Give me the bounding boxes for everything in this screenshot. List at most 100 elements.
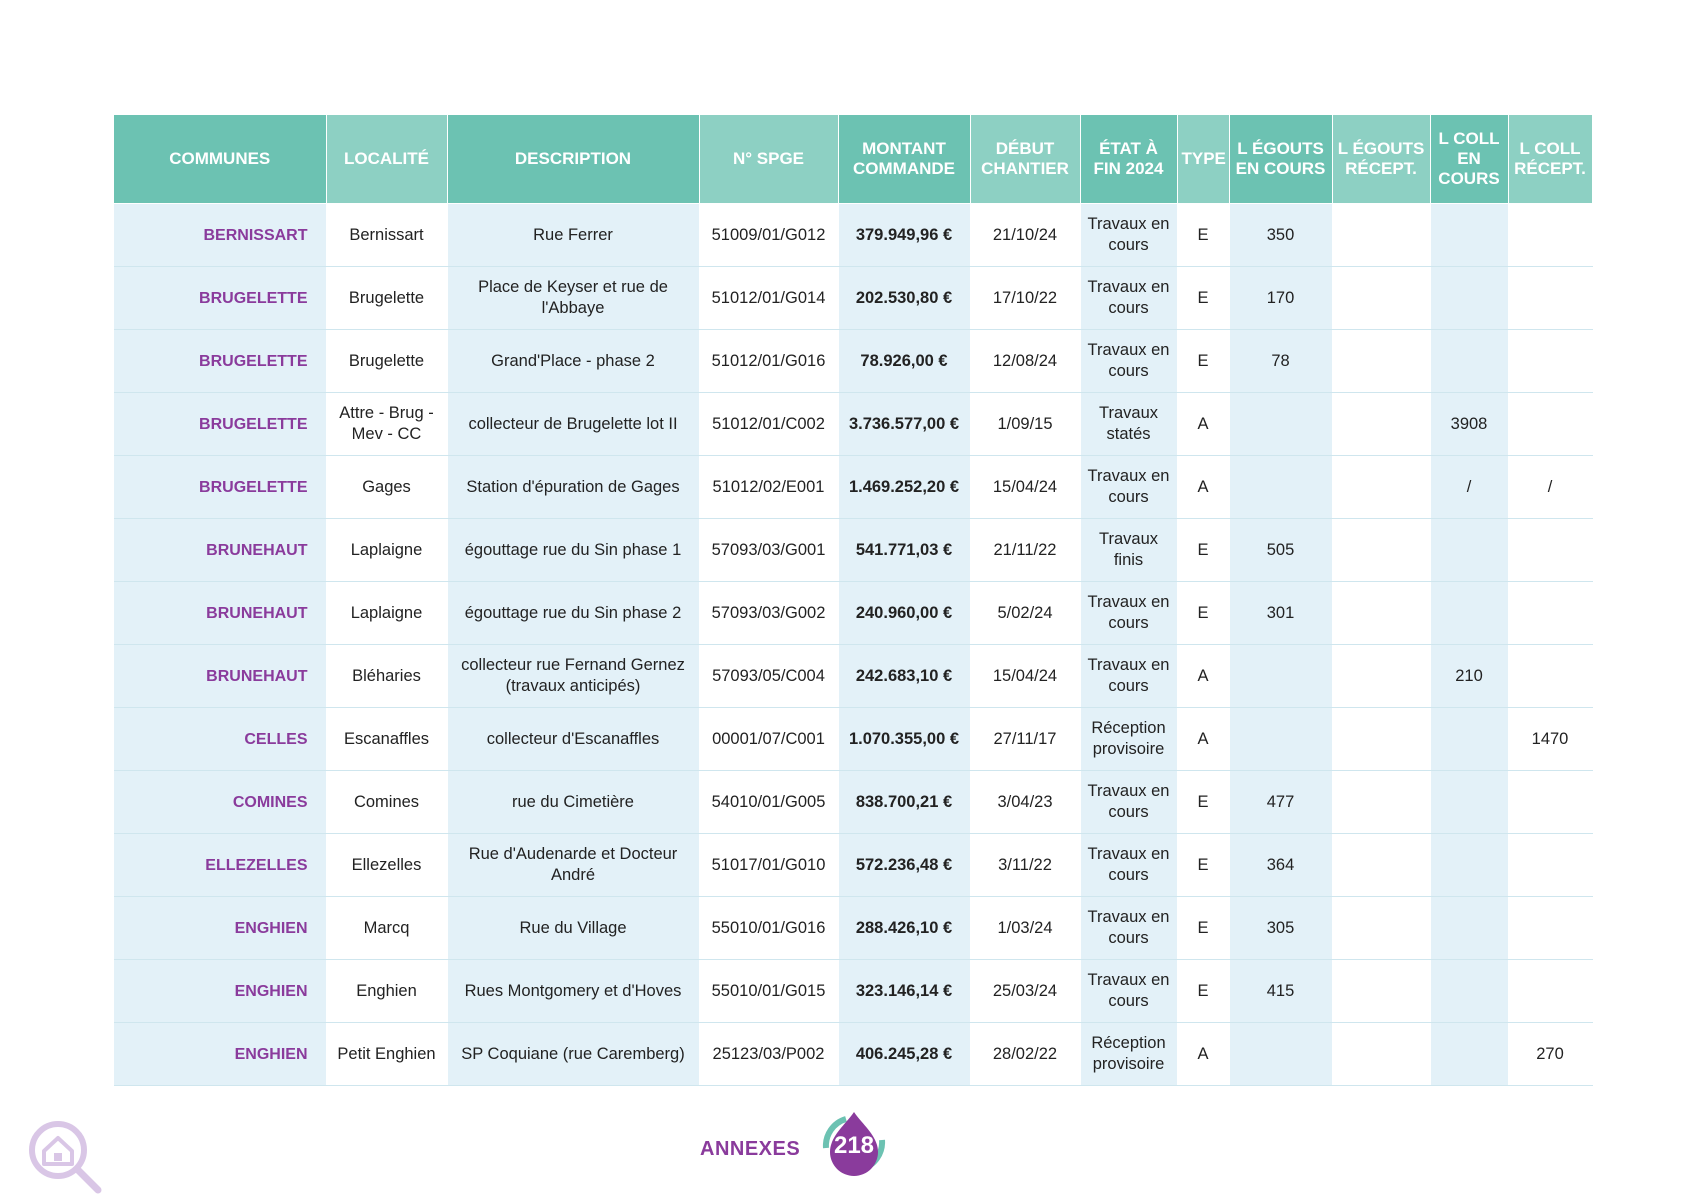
amount-cell: 1.070.355,00 € [838, 707, 971, 771]
egouts-en-cours-cell: 364 [1229, 833, 1333, 897]
egouts-recept-cell [1332, 266, 1431, 330]
type-cell: E [1177, 329, 1230, 393]
page-number: 218 [833, 1132, 875, 1159]
commune-cell: ENGHIEN [114, 959, 327, 1023]
table-row: BRUNEHAUT Laplaigne égouttage rue du Sin p… [114, 581, 1593, 645]
egouts-en-cours-cell [1229, 455, 1333, 519]
type-cell: A [1177, 644, 1230, 708]
coll-recept-cell: 1470 [1508, 707, 1593, 771]
description-cell: collecteur d'Escanaffles [447, 707, 700, 771]
table-row: BRUNEHAUT Bléharies collecteur rue Fernand… [114, 644, 1593, 708]
works-table: COMMUNES LOCALITÉ DESCRIPTION N° SPGE MONTAN… [114, 115, 1593, 1086]
table-row: BRUGELETTE Brugelette Grand'Place - phase … [114, 329, 1593, 393]
house-search-icon [29, 1121, 102, 1194]
type-cell: E [1177, 833, 1230, 897]
start-date-cell: 25/03/24 [970, 959, 1081, 1023]
table-row: BERNISSART Bernissart Rue Ferrer 51009/01/G… [114, 203, 1593, 267]
localite-cell: Brugelette [326, 329, 448, 393]
commune-cell: COMINES [114, 770, 327, 834]
coll-en-cours-cell: / [1430, 455, 1509, 519]
egouts-recept-cell [1332, 329, 1431, 393]
start-date-cell: 1/09/15 [970, 392, 1081, 456]
description-cell: rue du Cimetière [447, 770, 700, 834]
commune-cell: BRUGELETTE [114, 266, 327, 330]
status-cell: Réception provisoire [1080, 707, 1178, 771]
egouts-en-cours-cell: 170 [1229, 266, 1333, 330]
egouts-recept-cell [1332, 455, 1431, 519]
egouts-recept-cell [1332, 1022, 1431, 1086]
coll-recept-cell [1508, 581, 1593, 645]
footer-section-label: ANNEXES [700, 1138, 801, 1160]
table-row: CELLES Escanaffles collecteur d'Escanaffle… [114, 707, 1593, 771]
coll-en-cours-cell [1430, 770, 1509, 834]
egouts-recept-cell [1332, 959, 1431, 1023]
commune-cell: ENGHIEN [114, 1022, 327, 1086]
description-cell: Station d'épuration de Gages [447, 455, 700, 519]
amount-cell: 323.146,14 € [838, 959, 971, 1023]
commune-cell: BRUNEHAUT [114, 644, 327, 708]
table-row: ENGHIEN Enghien Rues Montgomery et d'Hoves… [114, 959, 1593, 1023]
status-cell: Travaux en cours [1080, 266, 1178, 330]
coll-en-cours-cell [1430, 581, 1509, 645]
description-cell: collecteur rue Fernand Gernez (travaux a… [447, 644, 700, 708]
egouts-recept-cell [1332, 896, 1431, 960]
spge-number-cell: 25123/03/P002 [699, 1022, 839, 1086]
amount-cell: 838.700,21 € [838, 770, 971, 834]
localite-cell: Comines [326, 770, 448, 834]
amount-cell: 3.736.577,00 € [838, 392, 971, 456]
annex-table-container: COMMUNES LOCALITÉ DESCRIPTION N° SPGE MONTAN… [114, 115, 1593, 1086]
coll-en-cours-cell [1430, 518, 1509, 582]
start-date-cell: 15/04/24 [970, 644, 1081, 708]
egouts-en-cours-cell: 350 [1229, 203, 1333, 267]
amount-cell: 78.926,00 € [838, 329, 971, 393]
amount-cell: 541.771,03 € [838, 518, 971, 582]
start-date-cell: 12/08/24 [970, 329, 1081, 393]
description-cell: collecteur de Brugelette lot II [447, 392, 700, 456]
localite-cell: Brugelette [326, 266, 448, 330]
start-date-cell: 27/11/17 [970, 707, 1081, 771]
spge-number-cell: 51009/01/G012 [699, 203, 839, 267]
egouts-recept-cell [1332, 644, 1431, 708]
amount-cell: 242.683,10 € [838, 644, 971, 708]
description-cell: égouttage rue du Sin phase 2 [447, 581, 700, 645]
coll-en-cours-cell [1430, 896, 1509, 960]
localite-cell: Escanaffles [326, 707, 448, 771]
spge-number-cell: 57093/03/G001 [699, 518, 839, 582]
status-cell: Travaux en cours [1080, 203, 1178, 267]
start-date-cell: 5/02/24 [970, 581, 1081, 645]
coll-en-cours-cell [1430, 833, 1509, 897]
egouts-en-cours-cell [1229, 392, 1333, 456]
egouts-recept-cell [1332, 203, 1431, 267]
description-cell: SP Coquiane (rue Caremberg) [447, 1022, 700, 1086]
coll-en-cours-cell [1430, 329, 1509, 393]
drop-badge-icon [822, 1112, 886, 1176]
commune-cell: BRUGELETTE [114, 392, 327, 456]
status-cell: Travaux en cours [1080, 581, 1178, 645]
description-cell: Rue Ferrer [447, 203, 700, 267]
coll-en-cours-cell: 3908 [1430, 392, 1509, 456]
amount-cell: 202.530,80 € [838, 266, 971, 330]
spge-number-cell: 55010/01/G015 [699, 959, 839, 1023]
type-cell: A [1177, 1022, 1230, 1086]
description-cell: Place de Keyser et rue de l'Abbaye [447, 266, 700, 330]
table-header-row: COMMUNES LOCALITÉ DESCRIPTION N° SPGE MONTAN… [114, 115, 1593, 204]
amount-cell: 406.245,28 € [838, 1022, 971, 1086]
start-date-cell: 28/02/22 [970, 1022, 1081, 1086]
coll-recept-cell [1508, 896, 1593, 960]
egouts-en-cours-cell: 305 [1229, 896, 1333, 960]
egouts-en-cours-cell: 505 [1229, 518, 1333, 582]
spge-number-cell: 54010/01/G005 [699, 770, 839, 834]
type-cell: E [1177, 203, 1230, 267]
coll-en-cours-cell [1430, 203, 1509, 267]
amount-cell: 1.469.252,20 € [838, 455, 971, 519]
start-date-cell: 3/04/23 [970, 770, 1081, 834]
egouts-en-cours-cell [1229, 707, 1333, 771]
column-header: DÉBUT CHANTIER [970, 115, 1081, 204]
table-row: BRUGELETTE Brugelette Place de Keyser et r… [114, 266, 1593, 330]
localite-cell: Attre - Brug - Mev - CC [326, 392, 448, 456]
localite-cell: Laplaigne [326, 518, 448, 582]
table-row: BRUGELETTE Attre - Brug - Mev - CC collect… [114, 392, 1593, 456]
table-row: COMINES Comines rue du Cimetière 54010/01/G… [114, 770, 1593, 834]
amount-cell: 379.949,96 € [838, 203, 971, 267]
amount-cell: 288.426,10 € [838, 896, 971, 960]
